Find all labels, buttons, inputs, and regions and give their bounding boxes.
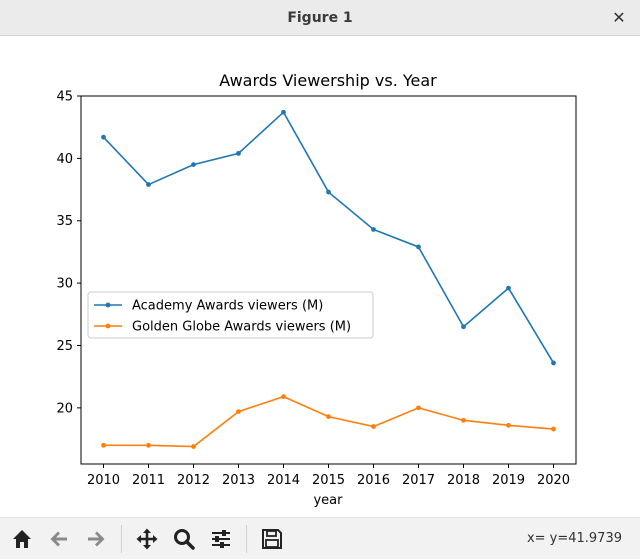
x-axis-ticks: 2010 2011 2012 2013 2014 2015 2016 2017 2018 2019… [87, 464, 570, 488]
toolbar-separator [246, 525, 247, 553]
line-chart: Awards Viewership vs. Year year 2010 2011… [56, 71, 577, 508]
data-point [236, 409, 241, 415]
data-point [236, 150, 241, 156]
figure-canvas: Awards Viewership vs. Year year 2010 2011… [0, 36, 640, 517]
x-tick-label: 2013 [222, 473, 255, 488]
y-tick-label: 20 [56, 401, 73, 416]
data-point [191, 162, 196, 168]
data-point [281, 394, 286, 400]
forward-icon [88, 531, 105, 547]
data-point [416, 244, 421, 250]
window-titlebar: Figure 1 ✕ [0, 0, 640, 36]
x-tick-label: 2012 [177, 473, 210, 488]
legend-marker [105, 323, 111, 329]
forward-button[interactable] [81, 524, 111, 554]
data-point [371, 424, 376, 429]
zoom-icon [174, 529, 195, 550]
zoom-button[interactable] [169, 524, 199, 554]
data-point [461, 324, 466, 330]
series-layer [101, 109, 556, 449]
configure-icon [212, 530, 230, 548]
data-point [101, 442, 106, 448]
x-tick-label: 2020 [537, 473, 570, 488]
back-button[interactable] [44, 524, 74, 554]
legend-label: Academy Awards viewers (M) [132, 299, 323, 314]
cursor-coordinates: x= y=41.9739 [526, 531, 622, 546]
x-tick-label: 2019 [492, 473, 525, 488]
x-axis-label: year [313, 493, 343, 508]
plot-area [80, 95, 577, 465]
data-point [461, 417, 466, 423]
window-title: Figure 1 [287, 10, 353, 26]
configure-button[interactable] [206, 524, 236, 554]
data-point [146, 442, 151, 448]
x-tick-label: 2014 [267, 473, 300, 488]
data-point [551, 360, 556, 366]
pan-button[interactable] [132, 524, 162, 554]
data-point [551, 426, 556, 432]
home-button[interactable] [7, 524, 37, 554]
data-point [101, 134, 106, 140]
data-point [146, 182, 151, 187]
y-tick-label: 30 [56, 277, 73, 292]
data-point [191, 444, 196, 449]
y-tick-label: 35 [56, 214, 73, 229]
chart-title: Awards Viewership vs. Year [219, 71, 437, 90]
y-tick-label: 45 [56, 90, 73, 105]
legend: Academy Awards viewers (M) Golden Globe A… [87, 291, 374, 339]
data-point [506, 285, 511, 291]
data-point [416, 405, 421, 411]
navigation-toolbar: x= y=41.9739 [0, 517, 640, 559]
legend-marker [105, 302, 111, 308]
y-axis-ticks: 20 25 30 35 40 45 [56, 90, 81, 416]
x-tick-label: 2010 [87, 473, 120, 488]
x-tick-label: 2016 [357, 473, 390, 488]
data-point [281, 109, 286, 115]
save-button[interactable] [257, 524, 287, 554]
y-tick-label: 40 [56, 152, 73, 167]
home-icon [13, 530, 31, 548]
legend-label: Golden Globe Awards viewers (M) [132, 320, 351, 335]
data-point [326, 189, 331, 195]
data-point [326, 414, 331, 419]
x-tick-label: 2017 [402, 473, 435, 488]
back-icon [50, 531, 67, 547]
legend-box [87, 291, 374, 339]
close-icon[interactable]: ✕ [612, 8, 626, 27]
x-tick-label: 2011 [132, 473, 165, 488]
toolbar-separator [121, 525, 122, 553]
x-tick-label: 2018 [447, 473, 480, 488]
x-tick-label: 2015 [312, 473, 345, 488]
pan-icon [136, 528, 158, 550]
data-point [371, 227, 376, 232]
y-tick-label: 25 [56, 339, 73, 354]
save-icon [262, 529, 282, 549]
data-point [506, 422, 511, 428]
